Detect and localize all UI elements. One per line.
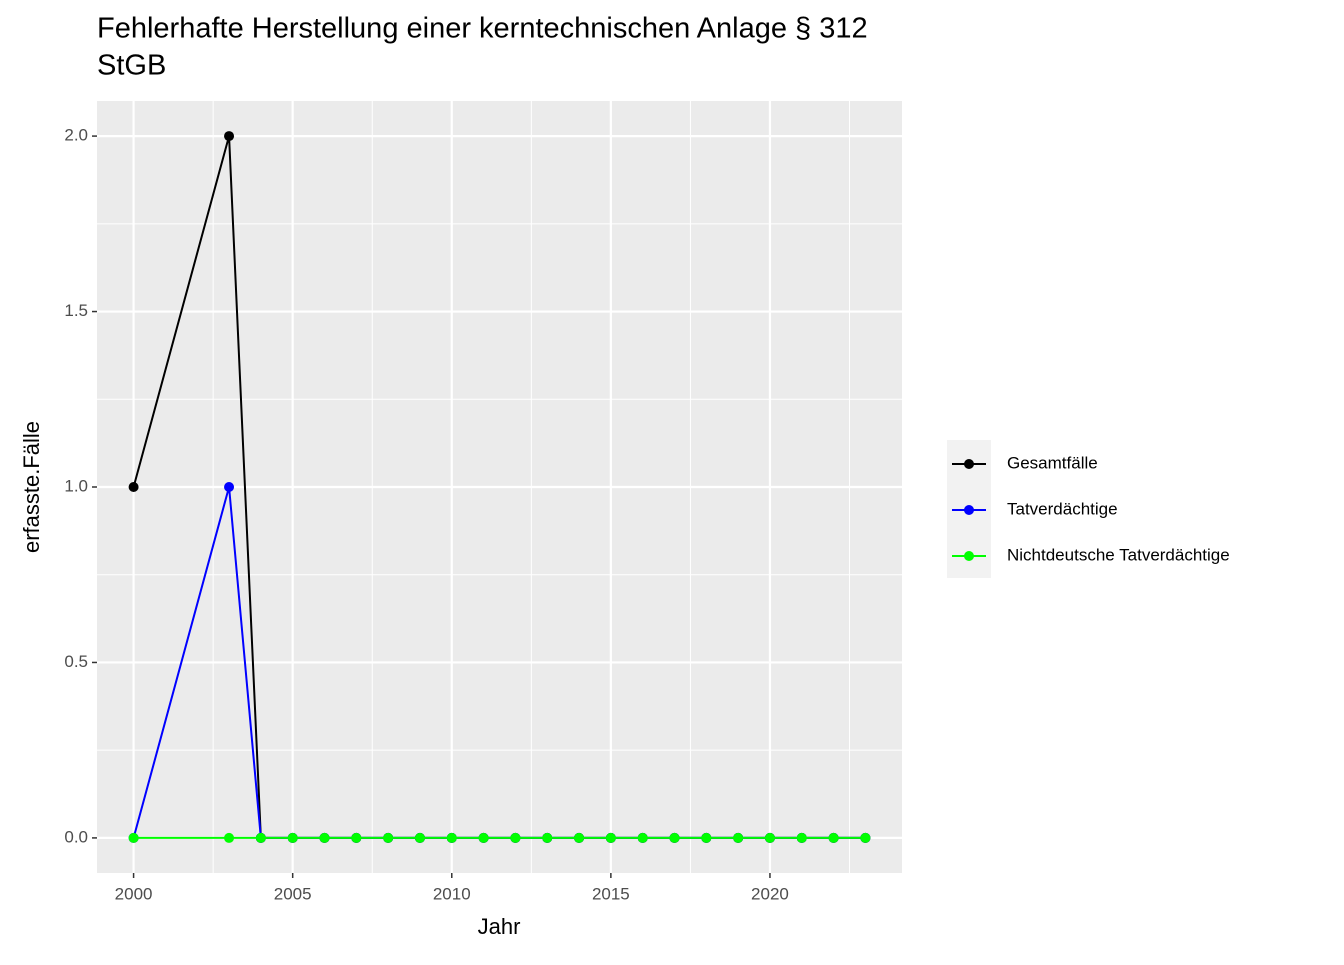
y-tick-label: 1.0 [64, 476, 88, 495]
data-point [701, 832, 712, 843]
legend-key [964, 459, 974, 469]
data-point [351, 832, 362, 843]
data-point [574, 832, 585, 843]
x-tick-label: 2010 [433, 884, 471, 903]
data-point [128, 482, 139, 492]
data-point [637, 832, 648, 843]
x-tick-label: 2020 [751, 884, 789, 903]
data-point [224, 131, 235, 142]
x-tick-label: 2000 [115, 884, 153, 903]
data-point [605, 832, 616, 843]
y-axis-label: erfasste.Fälle [19, 421, 44, 553]
x-axis-label: Jahr [478, 914, 521, 939]
data-point [255, 832, 266, 843]
data-point [764, 832, 775, 843]
data-point [224, 832, 235, 843]
y-tick-label: 0.5 [64, 652, 88, 671]
data-point [542, 832, 553, 843]
y-tick-label: 2.0 [64, 126, 88, 145]
data-point [224, 482, 235, 492]
x-tick-label: 2015 [592, 884, 630, 903]
data-point [383, 832, 394, 843]
data-point [510, 832, 521, 843]
data-point [796, 832, 807, 843]
data-point [319, 832, 330, 843]
y-tick-label: 0.0 [64, 827, 88, 846]
x-tick-label: 2005 [274, 884, 312, 903]
data-point [860, 832, 871, 843]
y-tick-label: 1.5 [64, 301, 88, 320]
data-point [828, 832, 839, 843]
data-point [287, 832, 298, 843]
data-point [733, 832, 744, 843]
data-point [446, 832, 457, 843]
data-point [669, 832, 680, 843]
data-point [128, 832, 139, 843]
legend-key [964, 551, 974, 561]
data-point [414, 832, 425, 843]
legend-label: Tatverdächtige [1007, 499, 1118, 518]
chart-title: Fehlerhafte Herstellung einer kerntechni… [97, 13, 868, 45]
legend-key [964, 505, 974, 515]
data-point [478, 832, 489, 843]
legend-label: Gesamtfälle [1007, 453, 1098, 472]
legend-label: Nichtdeutsche Tatverdächtige [1007, 545, 1230, 564]
chart-title: StGB [97, 50, 166, 82]
